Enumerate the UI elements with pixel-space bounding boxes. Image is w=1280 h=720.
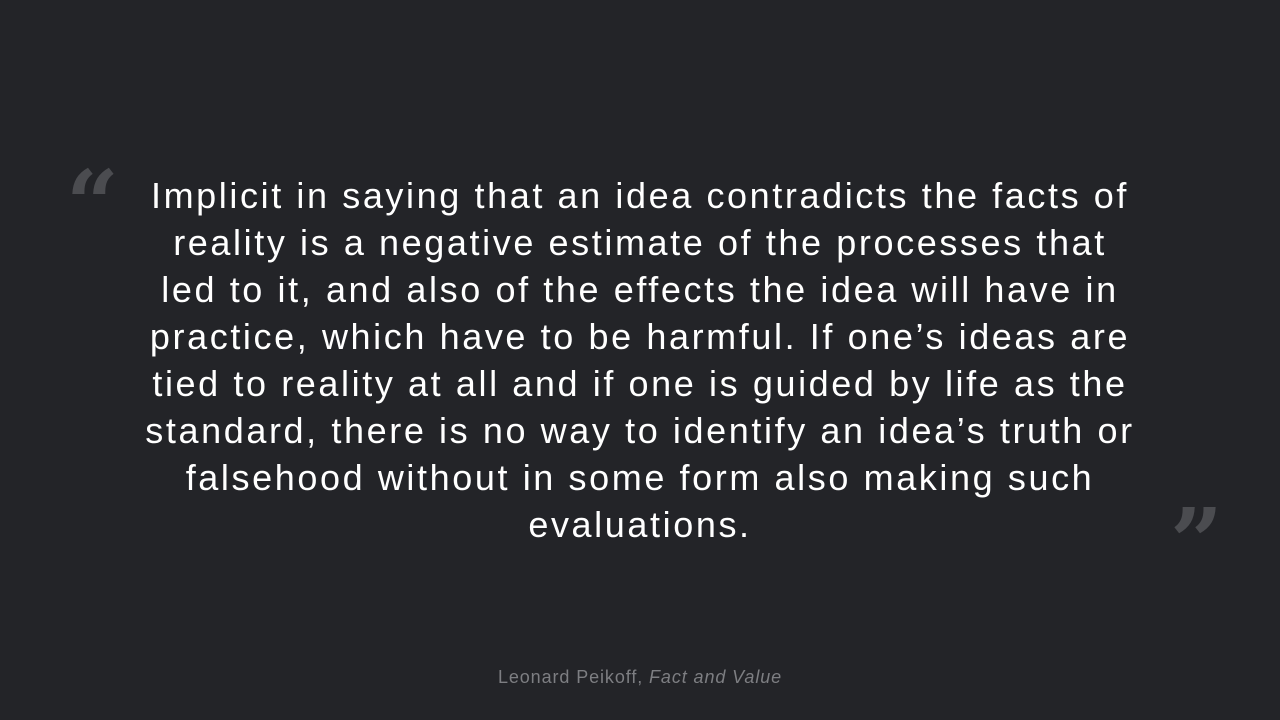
open-quote-icon: “ bbox=[66, 150, 119, 258]
attribution-separator: , bbox=[637, 667, 650, 687]
close-quote-icon: ” bbox=[1170, 488, 1223, 596]
quote-text: Implicit in saying that an idea contradi… bbox=[145, 175, 1135, 545]
attribution-author: Leonard Peikoff bbox=[497, 667, 638, 687]
attribution-work-title: Fact and Value bbox=[649, 667, 783, 687]
attribution: Leonard Peikoff, Fact and Value bbox=[0, 665, 1280, 689]
